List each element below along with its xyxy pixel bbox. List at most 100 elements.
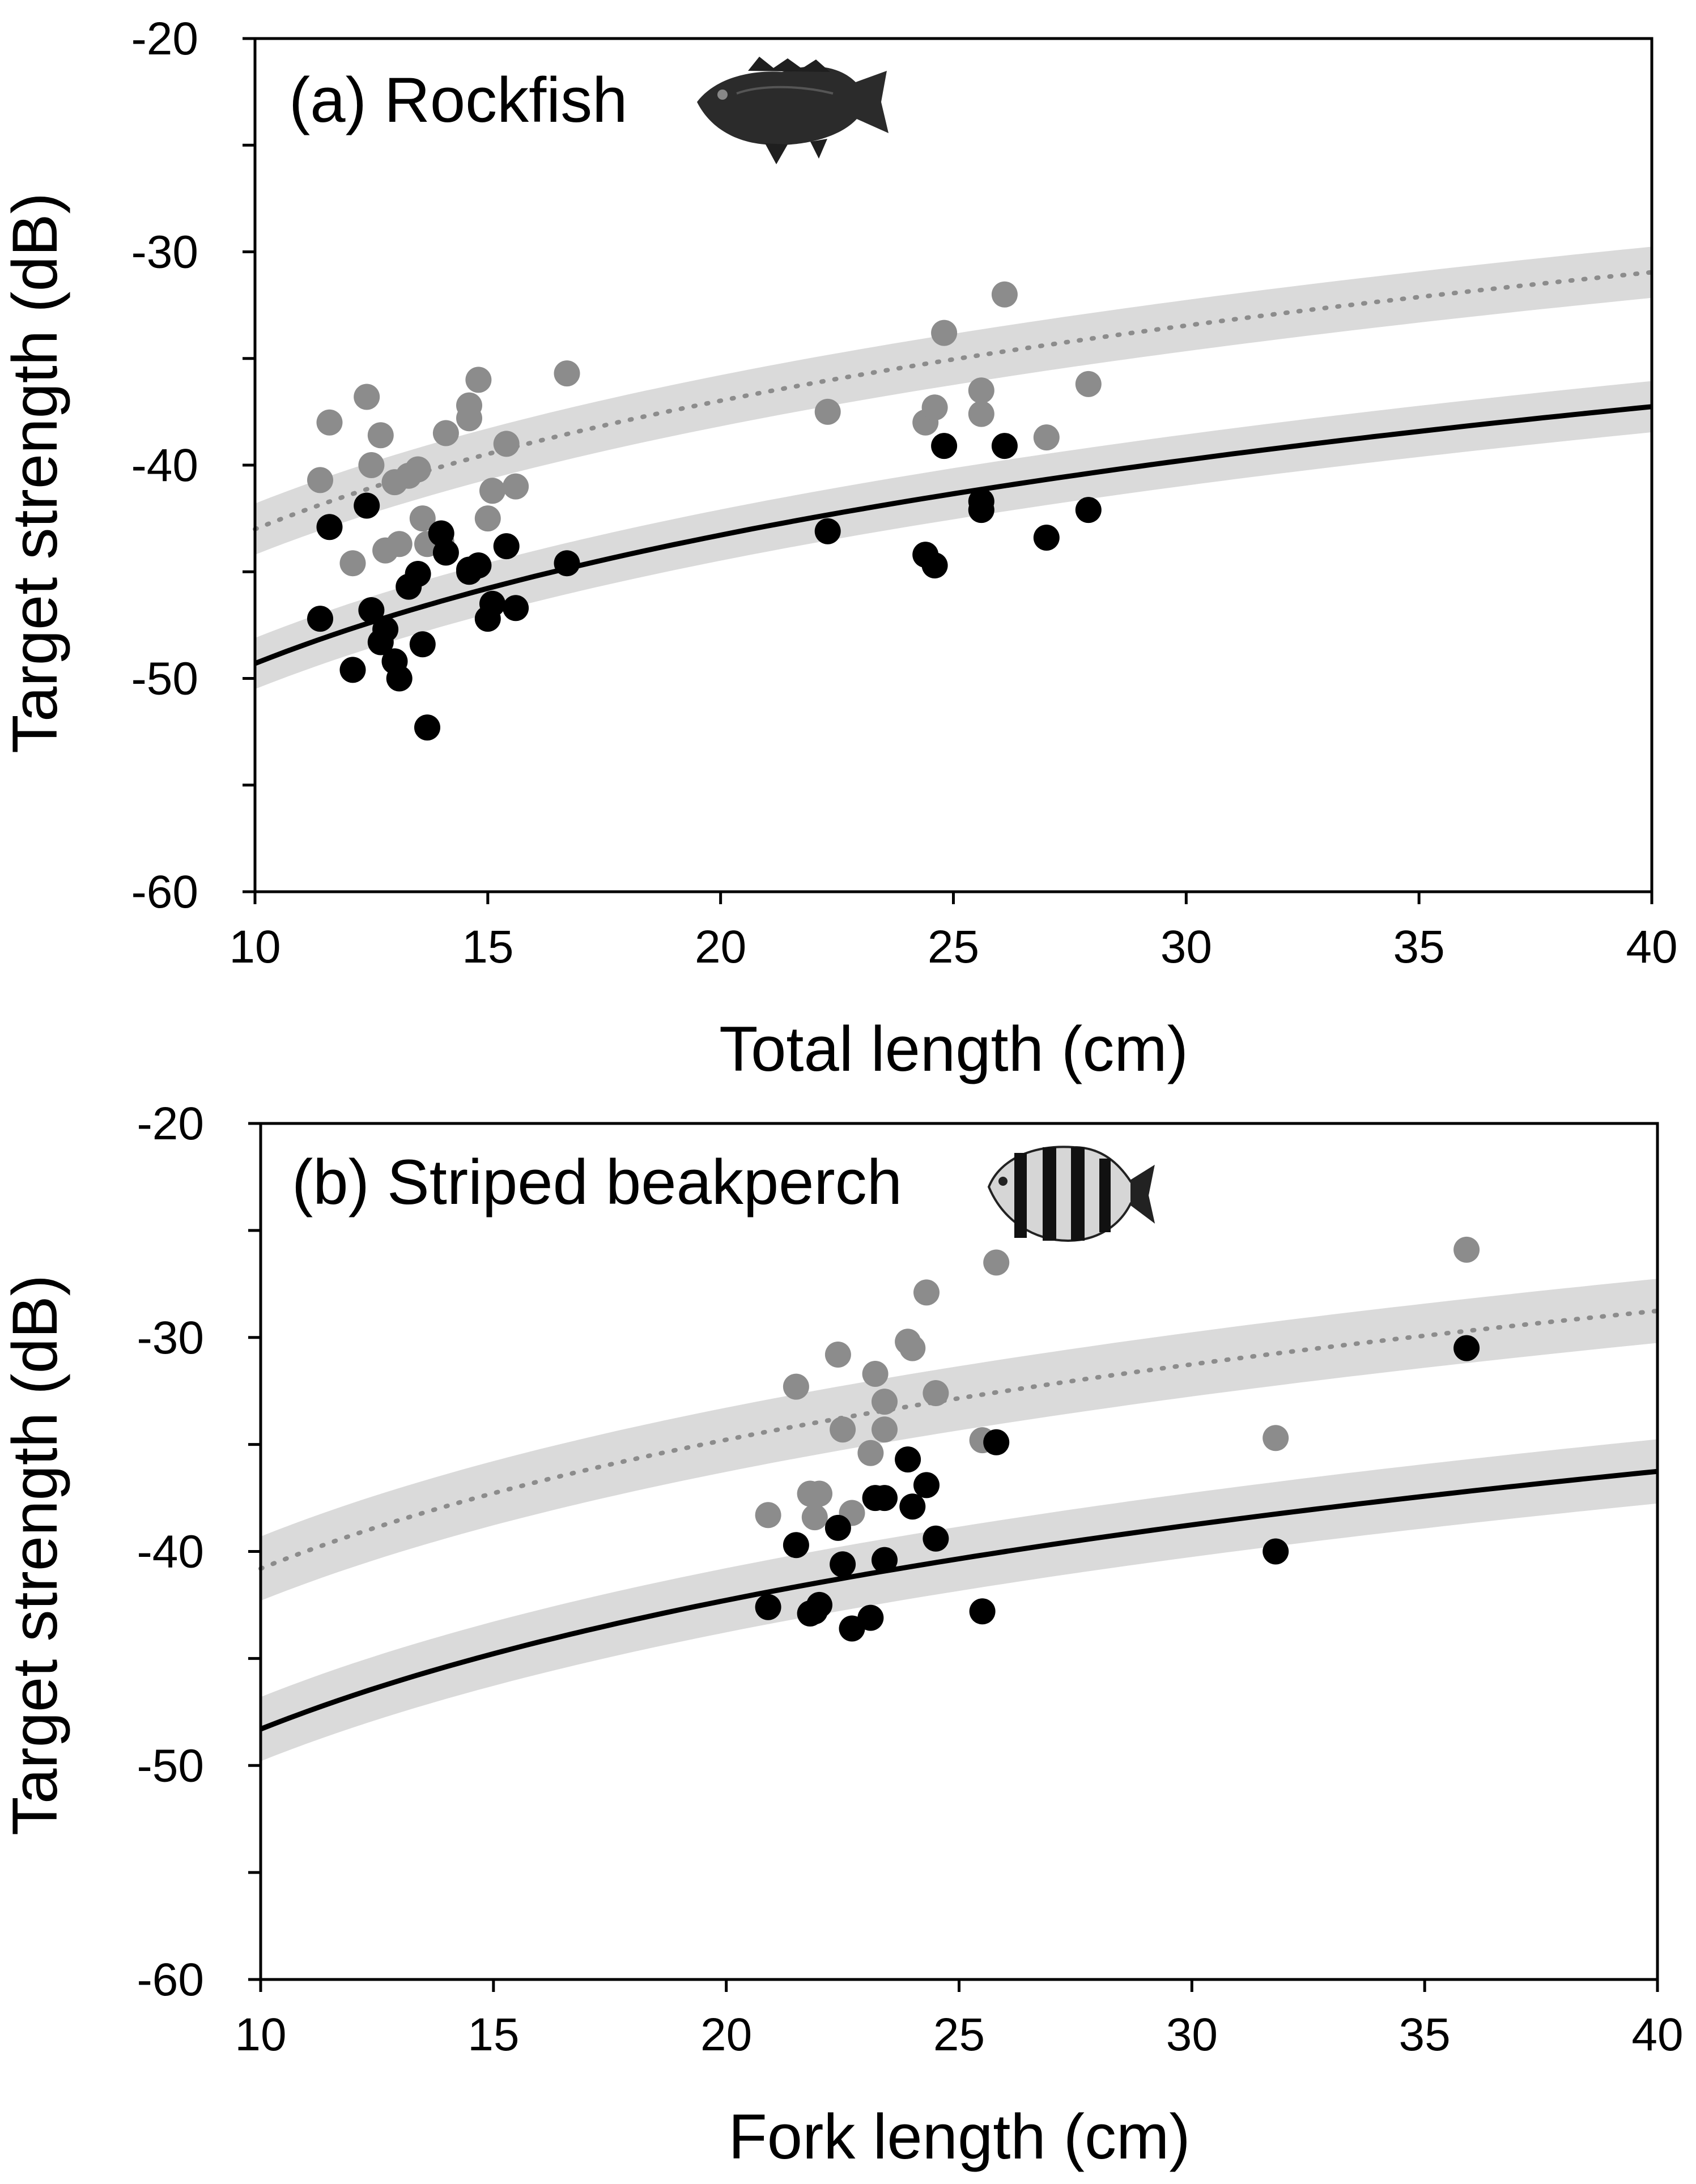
panel-a-title: (a) Rockfish (289, 65, 627, 135)
confidence-band-dotted (261, 1279, 1657, 1601)
panel-b-points (755, 1236, 1480, 1642)
gray-data-point (806, 1480, 832, 1507)
panel-b-striped-beakperch: 10 15 20 25 30 35 40 -20 -30 -40 -50 -60 (b) Stripe… (0, 1098, 1684, 2172)
gray-data-point (921, 394, 948, 421)
gray-data-point (493, 431, 520, 457)
black-data-point (372, 616, 399, 642)
gray-data-point (755, 1502, 781, 1529)
black-data-point (358, 597, 385, 623)
gray-data-point (386, 531, 413, 557)
black-data-point (921, 552, 948, 578)
dotted-fit-curve (253, 270, 1654, 531)
black-data-point (465, 552, 492, 578)
striped-beakperch-icon (987, 1146, 1155, 1242)
y-tick-label: -20 (131, 13, 198, 65)
gray-data-point (456, 392, 482, 419)
x-tick-label: 30 (1166, 2009, 1218, 2060)
y-tick-label: -60 (137, 1954, 204, 2006)
y-tick-label: -50 (137, 1740, 204, 1791)
black-data-point (872, 1485, 898, 1512)
gray-data-point (968, 377, 994, 404)
gray-data-point (830, 1416, 856, 1443)
black-data-point (479, 590, 505, 617)
black-data-point (824, 1514, 851, 1541)
gray-data-point (554, 360, 580, 387)
black-data-point (493, 533, 520, 560)
panel-a-xlabel: Total length (cm) (719, 1014, 1188, 1084)
black-data-point (405, 561, 431, 587)
dotted-fit-curve (258, 1308, 1660, 1571)
x-tick-label: 40 (1626, 921, 1677, 973)
confidence-band-solid (261, 1439, 1657, 1761)
black-data-point (414, 714, 440, 741)
panel-b-bands (261, 1279, 1657, 1761)
gray-data-point (465, 367, 492, 393)
black-data-point (554, 550, 580, 577)
gray-data-point (1453, 1236, 1480, 1263)
black-data-point (830, 1551, 856, 1578)
x-tick-label: 20 (700, 2009, 752, 2060)
gray-data-point (872, 1416, 898, 1443)
black-data-point (354, 492, 380, 519)
gray-data-point (872, 1389, 898, 1415)
x-tick-label: 10 (229, 921, 280, 973)
y-tick-label: -40 (137, 1526, 204, 1578)
panel-a-points (307, 281, 1102, 741)
gray-data-point (899, 1335, 926, 1361)
black-data-point (969, 1598, 996, 1625)
panel-a-ylabel: Target strength (dB) (0, 193, 70, 753)
gray-data-point (316, 409, 343, 436)
black-data-point (316, 514, 343, 540)
confidence-band-dotted (255, 246, 1652, 555)
y-tick-label: -40 (131, 440, 198, 491)
panel-b-curves (258, 1308, 1660, 1732)
x-tick-label: 25 (928, 921, 979, 973)
gray-data-point (783, 1373, 809, 1400)
black-data-point (857, 1604, 884, 1631)
gray-data-point (1075, 371, 1102, 397)
x-tick-label: 10 (235, 2009, 286, 2060)
black-data-point (968, 497, 994, 523)
gray-data-point (405, 456, 431, 483)
y-tick-label: -30 (131, 227, 198, 278)
gray-data-point (862, 1361, 889, 1387)
panel-a-rockfish: 10 15 20 25 30 35 40 -20 -30 -40 -50 -60 (a) Rockfi… (0, 13, 1678, 1084)
gray-data-point (1263, 1425, 1289, 1451)
gray-data-point (923, 1380, 949, 1406)
gray-data-point (358, 452, 385, 478)
gray-data-point (931, 320, 958, 346)
x-tick-label: 20 (695, 921, 746, 973)
y-tick-label: -20 (137, 1098, 204, 1150)
black-data-point (307, 606, 333, 632)
x-tick-label: 15 (467, 2009, 519, 2060)
black-data-point (1075, 497, 1102, 523)
black-data-point (386, 665, 413, 692)
black-data-point (503, 595, 529, 621)
gray-data-point (354, 384, 380, 410)
gray-data-point (983, 1249, 1010, 1276)
panel-a-curves (253, 270, 1654, 666)
gray-data-point (432, 420, 459, 446)
black-data-point (913, 1472, 940, 1498)
black-data-point (339, 657, 366, 683)
black-data-point (872, 1547, 898, 1573)
black-data-point (895, 1446, 921, 1473)
black-data-point (1263, 1538, 1289, 1565)
confidence-band-solid (255, 381, 1652, 689)
black-data-point (1453, 1335, 1480, 1361)
y-tick-label: -30 (137, 1312, 204, 1364)
x-tick-label: 30 (1161, 921, 1212, 973)
gray-data-point (307, 467, 333, 493)
panel-b-title: (b) Striped beakperch (292, 1147, 902, 1217)
gray-data-point (968, 401, 994, 427)
gray-data-point (857, 1440, 884, 1466)
x-tick-label: 35 (1399, 2009, 1451, 2060)
gray-data-point (824, 1342, 851, 1368)
black-data-point (806, 1591, 832, 1618)
gray-data-point (409, 505, 436, 532)
gray-data-point (991, 281, 1018, 308)
x-tick-label: 15 (462, 921, 513, 973)
black-data-point (991, 433, 1018, 459)
gray-data-point (474, 505, 501, 532)
